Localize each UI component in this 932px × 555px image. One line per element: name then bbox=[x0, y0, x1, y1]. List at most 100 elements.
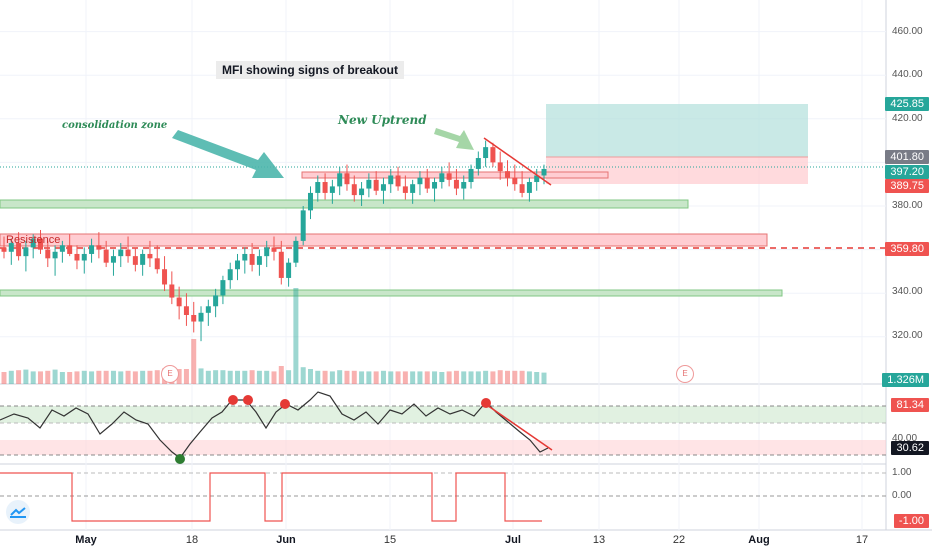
price-tick: 440.00 bbox=[892, 69, 923, 80]
volume-bar bbox=[52, 369, 58, 384]
volume-bar bbox=[198, 368, 204, 384]
volume-bar bbox=[315, 370, 321, 384]
candle-body bbox=[286, 262, 292, 278]
candle-body bbox=[315, 182, 321, 193]
candle-body bbox=[468, 168, 474, 183]
signal-tick: 0.00 bbox=[892, 490, 912, 501]
signal-value-badge: -1.00 bbox=[893, 514, 929, 528]
mfi-trendline bbox=[483, 402, 553, 451]
candle-body bbox=[118, 249, 124, 257]
volume-bar bbox=[519, 370, 525, 384]
volume-bar bbox=[74, 371, 80, 384]
volume-bar bbox=[541, 372, 547, 384]
mfi-line bbox=[0, 391, 549, 459]
volume-bar bbox=[344, 370, 350, 384]
volume-bar bbox=[220, 370, 226, 384]
volume-bar bbox=[227, 370, 233, 384]
mfi-overbought-dot bbox=[280, 399, 290, 409]
candle-body bbox=[45, 249, 51, 259]
resistance-price-badge: 359.80 bbox=[885, 242, 929, 256]
candle-body bbox=[52, 251, 58, 259]
volume-bar bbox=[110, 370, 116, 384]
candle-body bbox=[278, 251, 284, 278]
candle-body bbox=[329, 186, 335, 193]
volume-bar bbox=[118, 371, 124, 384]
mfi-overbought-dot bbox=[481, 398, 491, 408]
volume-bar bbox=[8, 370, 14, 384]
candle-body bbox=[417, 177, 423, 185]
descending-trendline bbox=[483, 137, 552, 186]
candle-body bbox=[23, 247, 29, 257]
volume-bar bbox=[286, 370, 292, 384]
candlesticks bbox=[1, 140, 547, 342]
mfi-oversold-dot bbox=[175, 454, 185, 464]
earnings-marker[interactable]: E bbox=[161, 365, 179, 383]
volume-bar bbox=[176, 369, 182, 384]
candle-body bbox=[132, 256, 138, 265]
volume-bar bbox=[23, 369, 29, 384]
volume-bar bbox=[395, 371, 401, 384]
volume-bar bbox=[359, 371, 365, 384]
price-tick: 380.00 bbox=[892, 200, 923, 211]
mfi-overbought-dot bbox=[243, 395, 253, 405]
date-label: May bbox=[75, 534, 97, 546]
volume-bar bbox=[453, 370, 459, 384]
volume-bar bbox=[337, 370, 343, 384]
logo-icon bbox=[10, 507, 26, 518]
volume-bar bbox=[81, 370, 87, 384]
price-tick: 420.00 bbox=[892, 113, 923, 124]
candle-body bbox=[191, 315, 197, 322]
volume-bar bbox=[380, 370, 386, 384]
consolidation-top-zone bbox=[301, 171, 609, 179]
volume-bar bbox=[132, 371, 138, 384]
volume-bar bbox=[140, 370, 146, 384]
candle-body bbox=[81, 253, 87, 261]
candle-body bbox=[8, 243, 14, 252]
mfi-tick: 40.00 bbox=[892, 433, 918, 444]
candle-body bbox=[227, 269, 233, 281]
candle-body bbox=[256, 256, 262, 265]
candle-body bbox=[344, 173, 350, 185]
volume-badge: 1.326M bbox=[882, 373, 929, 387]
candle-body bbox=[424, 177, 430, 189]
volume-bars bbox=[1, 288, 547, 384]
candle-body bbox=[110, 256, 116, 263]
volume-bar bbox=[446, 371, 452, 384]
candle-body bbox=[74, 253, 80, 261]
candle-body bbox=[432, 182, 438, 189]
candle-body bbox=[388, 175, 394, 185]
mfi-upper-badge: 81.34 bbox=[891, 398, 929, 412]
candle-body bbox=[475, 158, 481, 169]
candle-body bbox=[483, 147, 489, 159]
resistance-label: Resistence bbox=[6, 234, 61, 246]
volume-bar bbox=[329, 371, 335, 384]
target-price-badge: 425.85 bbox=[885, 97, 929, 111]
last-price-badge: 397.20 bbox=[885, 165, 929, 179]
volume-bar bbox=[366, 371, 372, 384]
candle-body bbox=[235, 260, 241, 270]
support-zone bbox=[0, 289, 783, 297]
tradingview-logo[interactable] bbox=[6, 500, 30, 524]
candle-body bbox=[526, 182, 532, 193]
volume-bar bbox=[322, 370, 328, 384]
date-label: 15 bbox=[383, 534, 397, 546]
consolidation-arrow bbox=[172, 130, 284, 178]
candle-body bbox=[490, 147, 496, 163]
date-label: 18 bbox=[185, 534, 199, 546]
volume-bar bbox=[37, 371, 43, 384]
price-tick: 340.00 bbox=[892, 286, 923, 297]
candle-body bbox=[453, 179, 459, 189]
candle-body bbox=[446, 173, 452, 180]
earnings-marker[interactable]: E bbox=[676, 365, 694, 383]
volume-bar bbox=[307, 369, 313, 384]
candle-body bbox=[16, 243, 22, 257]
volume-bar bbox=[125, 370, 131, 384]
candle-body bbox=[380, 184, 386, 191]
volume-bar bbox=[59, 372, 65, 384]
candle-body bbox=[395, 175, 401, 187]
candle-body bbox=[541, 168, 547, 176]
date-label: Aug bbox=[748, 534, 770, 546]
volume-bar bbox=[278, 366, 284, 384]
